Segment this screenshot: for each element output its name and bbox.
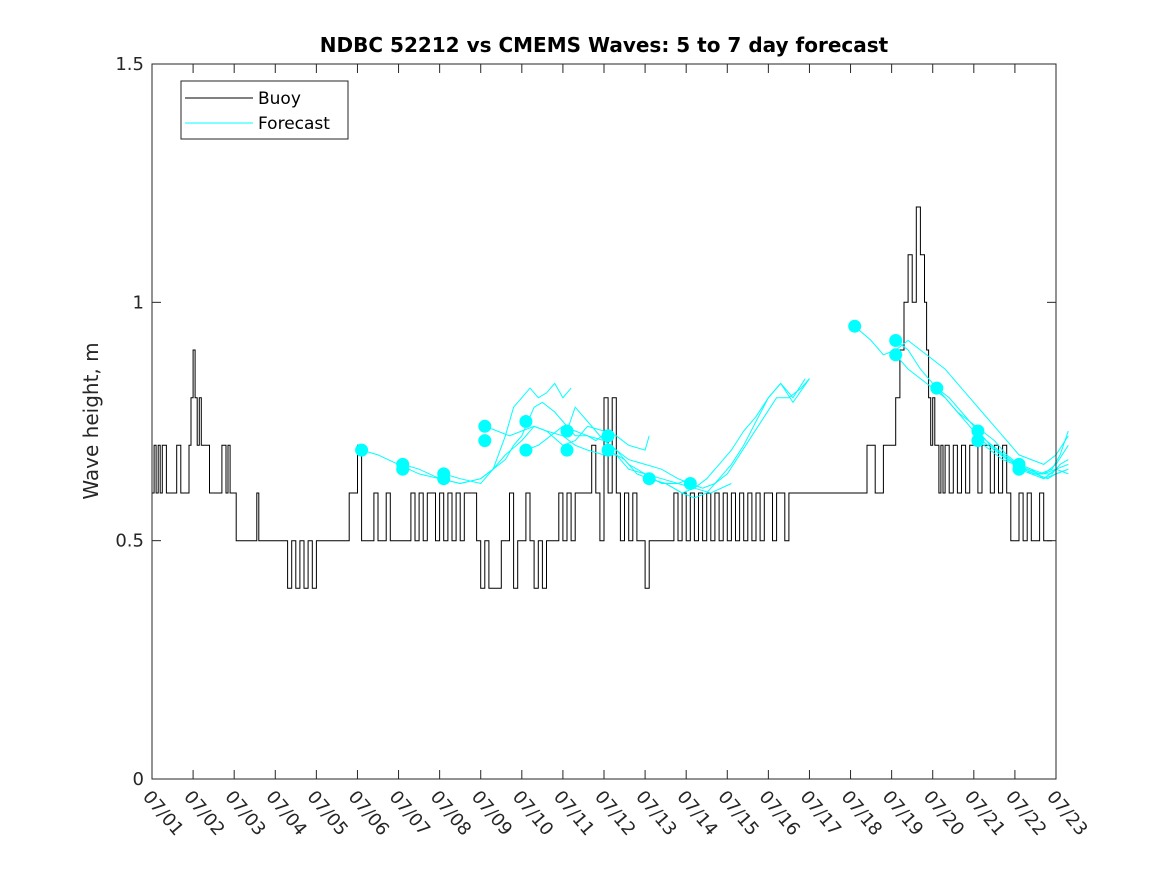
x-tick-label: 07/09 [467, 787, 516, 840]
x-tick-label: 07/04 [261, 787, 310, 840]
forecast-start-marker [560, 443, 574, 457]
x-tick-label: 07/08 [426, 787, 475, 840]
forecast-run-line-1 [361, 382, 572, 485]
forecast-run-line-16 [1018, 463, 1069, 475]
forecast-start-marker [437, 472, 451, 486]
forecast-start-marker [519, 415, 533, 428]
forecast-run-line-6 [566, 406, 732, 494]
x-tick-label: 07/11 [549, 787, 598, 840]
x-tick-label: 07/19 [878, 787, 927, 840]
x-tick-label: 07/01 [138, 787, 187, 840]
x-tick-label: 07/12 [590, 787, 639, 840]
legend-forecast-label: Forecast [258, 114, 330, 134]
forecast-start-marker [355, 443, 369, 457]
x-tick-label: 07/03 [220, 787, 269, 840]
forecast-start-marker [930, 381, 944, 395]
forecast-start-marker [396, 462, 410, 476]
forecast-start-marker [478, 434, 492, 448]
forecast-start-marker [519, 443, 533, 457]
forecast-run-line-17 [1018, 468, 1069, 480]
x-tick-label: 07/15 [713, 787, 762, 840]
forecast-run-line-3 [443, 425, 650, 485]
x-tick-label: 07/21 [960, 787, 1009, 840]
forecast-run-line-15 [977, 440, 1069, 475]
x-tick-label: 07/07 [385, 787, 434, 840]
forecast-start-marker [889, 348, 903, 362]
x-tick-label: 07/22 [1001, 787, 1050, 840]
y-tick-label: 1.5 [115, 54, 144, 75]
x-tick-label: 07/14 [672, 787, 721, 840]
chart-title: NDBC 52212 vs CMEMS Waves: 5 to 7 day fo… [320, 33, 889, 57]
y-tick-label: 0.5 [115, 531, 144, 552]
forecast-start-marker [478, 419, 492, 433]
series-layer [152, 206, 1069, 589]
x-tick-label: 07/02 [179, 787, 228, 840]
forecast-run-line-8 [649, 378, 810, 499]
legend-box [180, 80, 349, 140]
x-tick-label: 07/16 [755, 787, 804, 840]
forecast-run-line-13 [936, 387, 1069, 480]
x-tick-label: 07/20 [919, 787, 968, 840]
forecast-start-marker [971, 434, 985, 448]
x-tick-label: 07/13 [631, 787, 680, 840]
forecast-start-marker [683, 477, 697, 490]
y-tick-label: 0 [133, 769, 144, 790]
y-axis-label: Wave height, m [79, 342, 103, 499]
forecast-run-line-9 [690, 378, 810, 489]
x-tick-label: 07/23 [1042, 787, 1091, 840]
forecast-start-marker [848, 319, 862, 333]
forecast-start-marker [971, 424, 985, 438]
x-tick-label: 07/06 [344, 787, 393, 840]
forecast-start-marker [889, 334, 903, 347]
x-tick-label: 07/17 [796, 787, 845, 840]
forecast-start-marker [601, 429, 615, 443]
legend: Buoy Forecast [180, 80, 349, 140]
x-tick-label: 07/10 [508, 787, 557, 840]
forecast-start-marker [642, 472, 656, 486]
x-tick-label: 07/05 [303, 787, 352, 840]
forecast-start-marker [1012, 462, 1026, 476]
buoy-series-line [152, 206, 1052, 589]
forecast-start-marker [601, 443, 615, 457]
y-tick-label: 1 [133, 292, 144, 313]
legend-buoy-label: Buoy [258, 89, 301, 109]
forecast-start-marker [560, 424, 574, 438]
x-tick-label: 07/18 [837, 787, 886, 840]
